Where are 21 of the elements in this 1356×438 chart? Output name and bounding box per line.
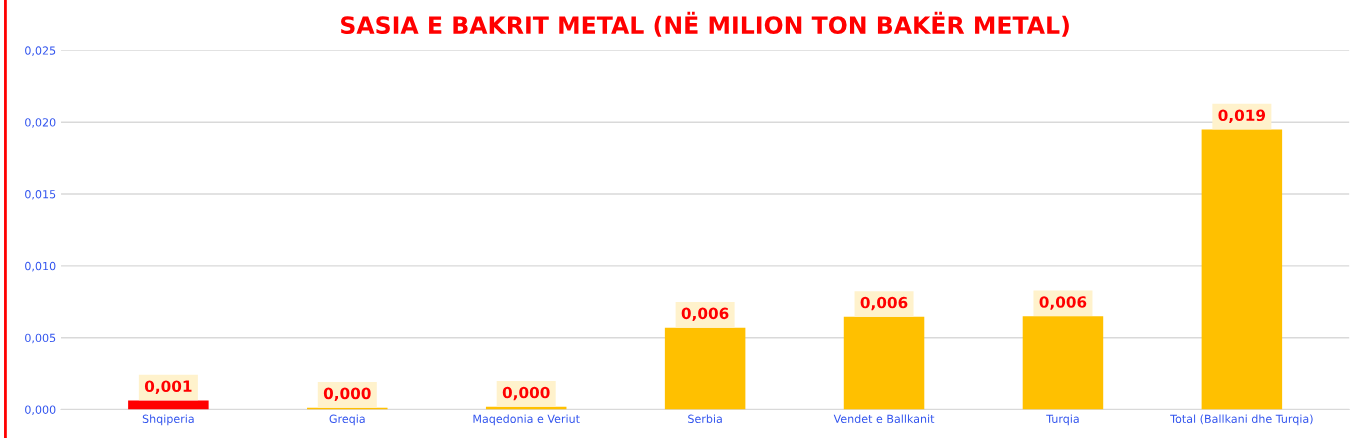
x-tick-label: Serbia: [688, 414, 722, 423]
data-label: 0,006: [681, 307, 729, 322]
y-tick-label: 0,010: [25, 261, 56, 272]
data-label: 0,000: [502, 386, 550, 401]
data-label: 0,006: [1039, 296, 1087, 310]
y-tick-label: 0,000: [25, 405, 56, 416]
data-label: 0,019: [1218, 109, 1266, 123]
x-tick-label: Greqia: [329, 414, 365, 426]
y-tick-label: 0,020: [25, 118, 56, 128]
chart-title: SASIA E BAKRIT METAL (NË MILION TON BAKËR METAL): [341, 11, 1069, 37]
data-label: 0,001: [144, 380, 192, 394]
y-tick-label: 0,025: [25, 46, 56, 56]
x-tick-label: Total (Ballkani dhe Turqia): [1170, 414, 1313, 426]
x-tick-label: Vendet e Ballkanit: [833, 414, 935, 423]
y-tick-label: 0,005: [25, 333, 56, 344]
data-label: 0,006: [860, 296, 908, 311]
x-tick-label: Shqiperia: [142, 414, 194, 426]
x-tick-label: Maqedonia e Veriut: [473, 414, 580, 426]
y-tick-label: 0,015: [25, 190, 56, 200]
data-label: 0,000: [323, 387, 371, 402]
x-tick-label: Turqia: [1046, 414, 1079, 426]
